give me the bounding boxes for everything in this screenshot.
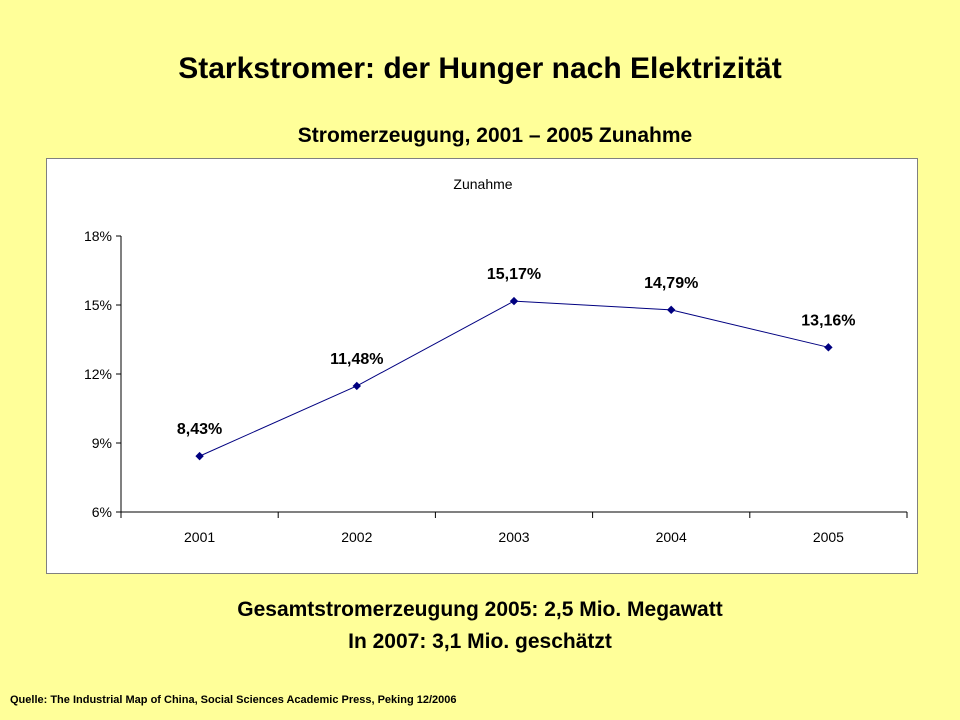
y-tick-label: 12% (84, 366, 112, 382)
y-tick-label: 6% (92, 504, 112, 520)
x-tick-label: 2004 (656, 529, 687, 545)
y-tick-label: 18% (84, 228, 112, 244)
data-point (666, 305, 676, 315)
data-label: 13,16% (801, 312, 855, 329)
data-point (509, 296, 519, 306)
series-line (199, 300, 829, 457)
x-tick-label: 2001 (184, 529, 215, 545)
chart-area: Zunahme 6% 9% 12% 15% 18% 2001 2002 2003 2004 200… (46, 158, 918, 574)
page-subtitle: Stromerzeugung, 2001 – 2005 Zunahme (297, 124, 693, 147)
data-point (195, 451, 204, 461)
footer-estimate-2007: In 2007: 3,1 Mio. geschätzt (348, 630, 612, 653)
data-label: 8,43% (177, 421, 222, 438)
y-tick-label: 15% (84, 297, 112, 313)
page-title: Starkstromer: der Hunger nach Elektrizit… (178, 52, 782, 85)
data-label: 14,79% (644, 275, 698, 292)
line-chart: Zunahme 6% 9% 12% 15% 18% 2001 2002 2003 2004 200… (84, 176, 908, 545)
x-tick-label: 2002 (341, 529, 372, 545)
data-label: 11,48% (330, 351, 383, 368)
chart-title: Zunahme (453, 176, 512, 192)
y-tick-label: 9% (92, 435, 112, 451)
data-point (824, 343, 833, 352)
x-tick-label: 2003 (498, 529, 529, 545)
footer-total-2005: Gesamtstromerzeugung 2005: 2,5 Mio. Mega… (237, 598, 723, 621)
data-label: 15,17% (487, 266, 541, 283)
source-note: Quelle: The Industrial Map of China, Soc… (10, 694, 457, 706)
x-tick-label: 2005 (813, 529, 844, 545)
data-point (352, 381, 362, 391)
